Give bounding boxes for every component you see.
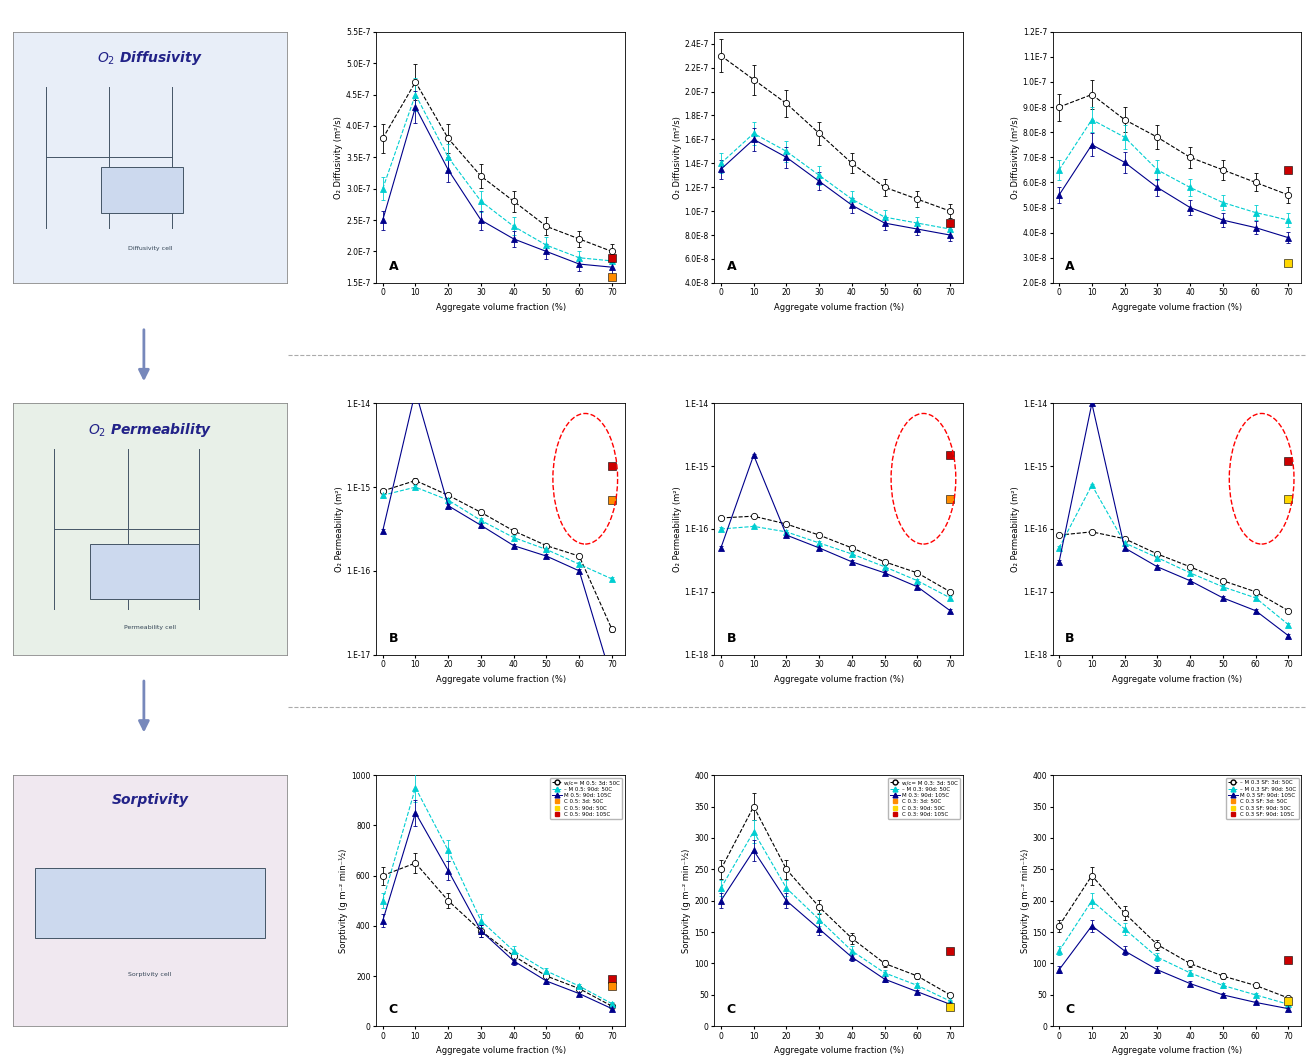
X-axis label: Aggregate volume fraction (%): Aggregate volume fraction (%): [1112, 303, 1243, 312]
Point: [602, 978, 623, 995]
Text: Sorptivity cell: Sorptivity cell: [128, 972, 171, 977]
X-axis label: Aggregate volume fraction (%): Aggregate volume fraction (%): [1112, 1046, 1243, 1056]
Point: [1278, 491, 1299, 508]
X-axis label: Aggregate volume fraction (%): Aggregate volume fraction (%): [1112, 675, 1243, 683]
Point: [1278, 952, 1299, 969]
Text: A: A: [388, 260, 398, 273]
Point: [939, 215, 960, 232]
Y-axis label: O₂ Permeability (m²): O₂ Permeability (m²): [335, 486, 344, 572]
Point: [1278, 162, 1299, 179]
Legend: w/c= M 0.3: 3d: 50C, – M 0.3: 90d: 50C, M 0.3: 90d: 105C, C 0.3: 3d: 50C, C 0.3:: w/c= M 0.3: 3d: 50C, – M 0.3: 90d: 50C, …: [888, 778, 960, 819]
Text: C: C: [1065, 1003, 1074, 1017]
Y-axis label: O₂ Permeability (m²): O₂ Permeability (m²): [672, 486, 681, 572]
Point: [1278, 453, 1299, 470]
X-axis label: Aggregate volume fraction (%): Aggregate volume fraction (%): [774, 1046, 904, 1056]
Text: $O_2$ Diffusivity: $O_2$ Diffusivity: [97, 50, 203, 68]
Y-axis label: Sorptivity (g m⁻² min⁻½): Sorptivity (g m⁻² min⁻½): [683, 849, 692, 953]
Legend: w/c= M 0.5: 3d: 50C, – M 0.5: 90d: 50C, M 0.5: 90d: 105C, C 0.5: 3d: 50C, C 0.5:: w/c= M 0.5: 3d: 50C, – M 0.5: 90d: 50C, …: [549, 778, 623, 819]
Point: [1278, 992, 1299, 1009]
Text: B: B: [388, 632, 398, 644]
Text: Permeability cell: Permeability cell: [124, 625, 177, 631]
X-axis label: Aggregate volume fraction (%): Aggregate volume fraction (%): [774, 303, 904, 312]
Text: B: B: [1065, 632, 1074, 644]
Y-axis label: O₂ Diffusivity (m²/s): O₂ Diffusivity (m²/s): [1011, 116, 1020, 199]
Point: [602, 457, 623, 474]
Text: Sorptivity: Sorptivity: [111, 792, 188, 806]
Text: A: A: [727, 260, 736, 273]
Legend: – M 0.3 SF: 3d: 50C, – M 0.3 SF: 90d: 50C, M 0.3 SF: 90d: 105C, C 0.3 SF: 3d: 50: – M 0.3 SF: 3d: 50C, – M 0.3 SF: 90d: 50…: [1226, 778, 1299, 819]
X-axis label: Aggregate volume fraction (%): Aggregate volume fraction (%): [436, 1046, 565, 1056]
Text: Diffusivity cell: Diffusivity cell: [128, 247, 173, 251]
Text: $O_2$ Permeability: $O_2$ Permeability: [88, 421, 212, 439]
Point: [939, 491, 960, 508]
Text: A: A: [1065, 260, 1075, 273]
Y-axis label: O₂ Diffusivity (m²/s): O₂ Diffusivity (m²/s): [335, 116, 343, 199]
Point: [939, 446, 960, 463]
Text: B: B: [727, 632, 736, 644]
Y-axis label: O₂ Diffusivity (m²/s): O₂ Diffusivity (m²/s): [672, 116, 681, 199]
Point: [1278, 254, 1299, 271]
X-axis label: Aggregate volume fraction (%): Aggregate volume fraction (%): [436, 675, 565, 683]
Y-axis label: O₂ Permeability (m²): O₂ Permeability (m²): [1011, 486, 1020, 572]
Text: C: C: [388, 1003, 398, 1017]
Point: [602, 250, 623, 267]
Y-axis label: Sorptivity (g m⁻² min⁻½): Sorptivity (g m⁻² min⁻½): [1020, 849, 1029, 953]
Text: C: C: [727, 1003, 736, 1017]
Point: [602, 268, 623, 285]
Y-axis label: Sorptivity (g m⁻² min⁻½): Sorptivity (g m⁻² min⁻½): [340, 849, 348, 953]
Point: [602, 492, 623, 509]
Point: [939, 943, 960, 960]
X-axis label: Aggregate volume fraction (%): Aggregate volume fraction (%): [774, 675, 904, 683]
Point: [602, 970, 623, 987]
Point: [939, 999, 960, 1016]
X-axis label: Aggregate volume fraction (%): Aggregate volume fraction (%): [436, 303, 565, 312]
